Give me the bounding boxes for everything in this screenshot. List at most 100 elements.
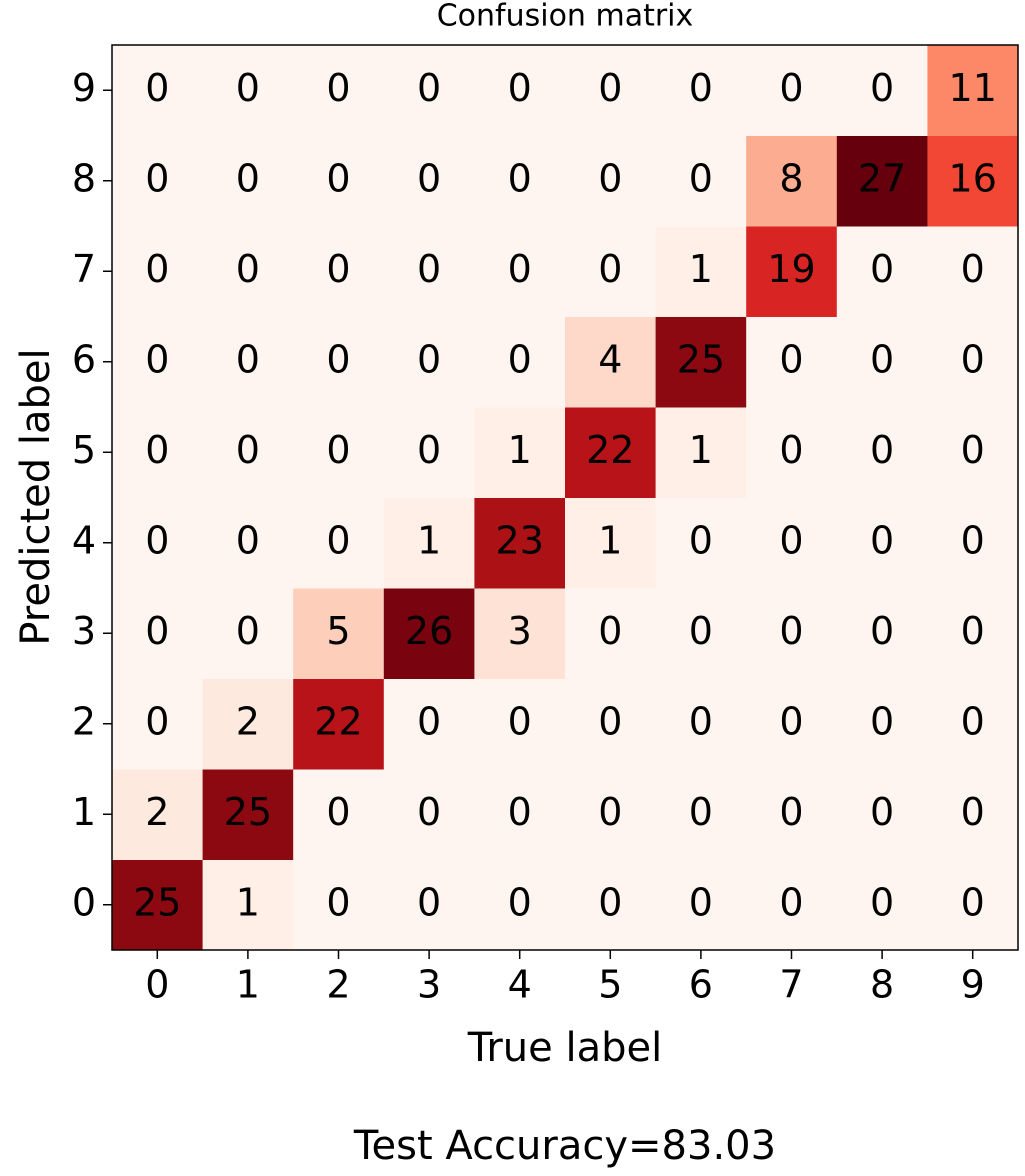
cell [112,497,204,589]
cell [112,769,204,860]
cell [655,497,747,589]
cell-label: 0 [870,247,894,291]
cell [474,226,566,317]
cell-label: 0 [598,699,622,743]
annotation: Test Accuracy=83.03 [353,1123,776,1169]
cell [565,859,657,951]
cell [474,678,566,770]
cell [927,859,1019,951]
cell-label: 1 [689,428,713,472]
cell-label: 0 [326,790,350,834]
cell-label: 0 [961,609,985,653]
cell-label: 0 [145,337,169,381]
cell-label: 0 [417,880,441,924]
cell-label: 16 [949,156,997,200]
cell [655,678,747,770]
cell [836,859,928,951]
cell-label: 0 [779,518,803,562]
cell [565,678,657,770]
y-tick-label: 9 [72,66,96,110]
cell [746,588,838,679]
cell-label: 1 [236,880,260,924]
x-tick-label: 1 [236,963,260,1007]
cell-label: 0 [779,880,803,924]
cell [746,769,838,860]
cell-label: 1 [508,428,532,472]
cell-label: 0 [779,428,803,472]
cell [293,769,385,860]
cell [293,588,385,679]
cell [202,316,294,408]
cell [202,226,294,317]
cell-label: 2 [145,790,169,834]
cell [746,45,838,136]
cell-label: 0 [236,66,260,110]
cell [746,859,838,951]
cell-label: 0 [417,156,441,200]
x-tick-label: 6 [689,963,713,1007]
cell [202,769,294,860]
cell-label: 5 [326,609,350,653]
cell [202,678,294,770]
cell-label: 1 [598,518,622,562]
cell-label: 0 [961,247,985,291]
plot-frame [111,44,1019,951]
cell [202,497,294,589]
cell-label: 0 [326,247,350,291]
cell [202,588,294,679]
cell [293,678,385,770]
cell-label: 0 [145,699,169,743]
cell-label: 0 [326,156,350,200]
cell-label: 0 [689,609,713,653]
cell-label: 1 [417,518,441,562]
cell-label: 11 [949,66,997,110]
cell-label: 0 [508,699,532,743]
cell-label: 0 [870,518,894,562]
cell [202,407,294,498]
cell [202,45,294,136]
cell [293,859,385,951]
cell [383,135,475,227]
cell [383,407,475,498]
cell-label: 0 [961,880,985,924]
cell [474,316,566,408]
y-tick-label: 2 [72,699,96,743]
cell [474,859,566,951]
cell-label: 0 [870,880,894,924]
cell [836,135,928,227]
cell-label: 22 [314,699,362,743]
cell [202,859,294,951]
cell-label: 0 [779,609,803,653]
y-axis-label: Predicted label [13,348,59,645]
cell-label: 0 [598,880,622,924]
cell-label: 0 [508,66,532,110]
cell-label: 0 [145,247,169,291]
x-axis-label: True label [467,1025,662,1071]
cell-label: 0 [598,790,622,834]
cell [565,407,657,498]
cell [655,769,747,860]
cell-label: 0 [326,880,350,924]
cell [927,497,1019,589]
cell-label: 0 [417,247,441,291]
cell-label: 0 [417,699,441,743]
cell-label: 8 [779,156,803,200]
cell [112,859,204,951]
cell [112,588,204,679]
cell [565,316,657,408]
y-tick-label: 0 [72,880,96,924]
cell [836,316,928,408]
cell-label: 0 [417,790,441,834]
chart-title: Confusion matrix [437,0,694,34]
cell [202,135,294,227]
cell-label: 0 [961,790,985,834]
cell-label: 0 [961,699,985,743]
cell [836,407,928,498]
cell [927,407,1019,498]
cell-label: 0 [236,518,260,562]
cell [293,135,385,227]
cell [112,678,204,770]
cell [474,45,566,136]
cell [746,678,838,770]
